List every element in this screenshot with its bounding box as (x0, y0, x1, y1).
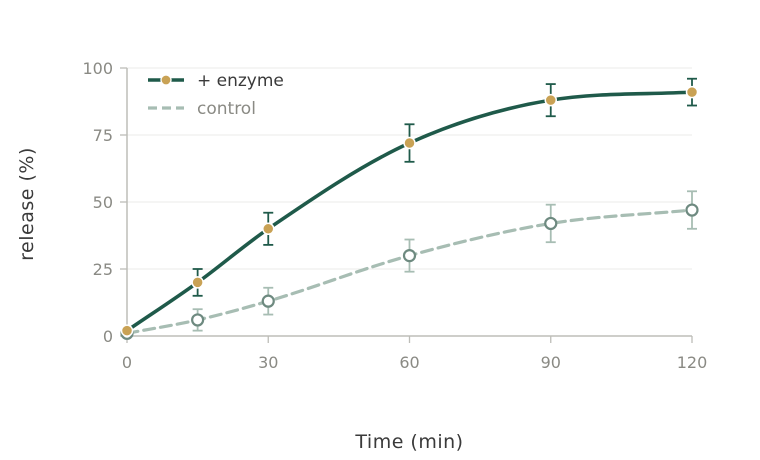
legend-entry: control (148, 99, 256, 119)
data-point (191, 276, 204, 289)
y-tick-label: 25 (93, 260, 113, 279)
data-point (403, 136, 416, 150)
data-point (544, 93, 557, 107)
legend: + enzyme control (148, 71, 284, 119)
data-point (685, 203, 699, 217)
y-tick-label: 0 (103, 327, 113, 346)
x-axis-title: Time (min) (354, 431, 463, 453)
x-tick-label: 60 (399, 353, 419, 372)
data-point (120, 324, 134, 337)
data-point (685, 85, 699, 99)
x-tick-label: 90 (541, 353, 561, 372)
legend-swatch-marker (160, 74, 172, 86)
data-point (262, 222, 275, 236)
y-tick-label: 75 (93, 126, 113, 145)
y-axis-title: release (%) (16, 147, 38, 261)
legend-entry: + enzyme (148, 71, 284, 91)
data-point (544, 216, 558, 231)
axes: 0 25 50 75 100 0 30 60 90 120 (82, 59, 707, 372)
data-point (261, 294, 275, 308)
series-layer (120, 77, 699, 340)
series-control (120, 190, 699, 340)
x-tick-label: 120 (677, 353, 708, 372)
data-point (191, 313, 205, 327)
data-point (402, 249, 417, 263)
legend-label: control (197, 99, 256, 119)
x-tick-label: 30 (258, 353, 278, 372)
x-tick-label: 0 (122, 353, 132, 372)
y-tick-label: 50 (93, 193, 113, 212)
y-tick-label: 100 (82, 59, 113, 78)
legend-label: + enzyme (197, 71, 284, 91)
series-enzyme (120, 77, 699, 337)
